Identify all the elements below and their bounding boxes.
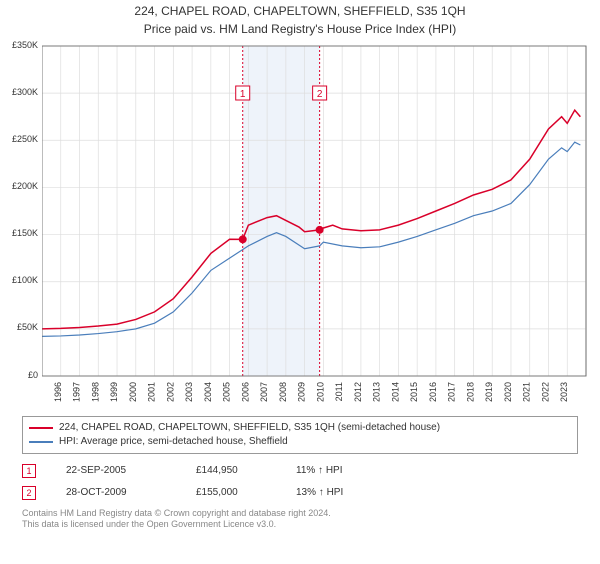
y-tick-label: £50K <box>0 322 38 332</box>
x-tick-label: 2000 <box>128 382 138 402</box>
x-tick-label: 2005 <box>222 382 232 402</box>
chart-svg: 1995 1996 1997 1998 1999 2000 2001 2002 2003 2004… <box>42 40 588 410</box>
sale-marker: 1 <box>22 464 36 478</box>
y-tick-label: £350K <box>0 40 38 50</box>
x-tick-label: 2020 <box>503 382 513 402</box>
y-tick-label: £0 <box>0 370 38 380</box>
x-tick-label: 2004 <box>203 382 213 402</box>
sale-date: 22-SEP-2005 <box>66 465 166 476</box>
y-tick-label: £200K <box>0 181 38 191</box>
sale-pct: 13% ↑ HPI <box>296 487 386 498</box>
x-tick-label: 2002 <box>165 382 175 402</box>
x-tick-label: 2019 <box>484 382 494 402</box>
legend-swatch <box>29 441 53 443</box>
chart-plot-area: 1995 1996 1997 1998 1999 2000 2001 2002 2003 2004… <box>42 40 588 410</box>
sales-table: 1 22-SEP-2005 £144,950 11% ↑ HPI 2 28-OCT-200… <box>22 460 578 504</box>
legend: 224, CHAPEL ROAD, CHAPELTOWN, SHEFFIELD,… <box>22 416 578 454</box>
x-tick-label: 2023 <box>559 382 569 402</box>
sale-pct: 11% ↑ HPI <box>296 465 386 476</box>
legend-swatch <box>29 427 53 429</box>
legend-item: 224, CHAPEL ROAD, CHAPELTOWN, SHEFFIELD,… <box>29 421 571 435</box>
x-tick-label: 2015 <box>409 382 419 402</box>
x-tick-label: 2016 <box>428 382 438 402</box>
x-tick-label: 2001 <box>147 382 157 402</box>
sale-price: £155,000 <box>196 487 266 498</box>
x-tick-label: 2007 <box>259 382 269 402</box>
chart-container: 224, CHAPEL ROAD, CHAPELTOWN, SHEFFIELD,… <box>0 4 600 564</box>
x-tick-label: 1996 <box>53 382 63 402</box>
x-tick-label: 2013 <box>372 382 382 402</box>
x-tick-label: 2008 <box>278 382 288 402</box>
x-tick-label: 2006 <box>240 382 250 402</box>
x-tick-label: 2017 <box>447 382 457 402</box>
svg-text:2: 2 <box>317 89 323 100</box>
x-tick-label: 2021 <box>522 382 532 402</box>
y-tick-label: £300K <box>0 87 38 97</box>
x-tick-label: 2012 <box>353 382 363 402</box>
sale-row: 2 28-OCT-2009 £155,000 13% ↑ HPI <box>22 482 578 504</box>
x-tick-label: 2010 <box>315 382 325 402</box>
svg-text:1: 1 <box>240 89 246 100</box>
sale-marker: 2 <box>22 486 36 500</box>
sale-price: £144,950 <box>196 465 266 476</box>
chart-title: 224, CHAPEL ROAD, CHAPELTOWN, SHEFFIELD,… <box>0 4 600 20</box>
x-tick-label: 1999 <box>109 382 119 402</box>
x-tick-label: 2011 <box>334 382 344 401</box>
footer-line2: This data is licensed under the Open Gov… <box>22 519 578 531</box>
x-tick-label: 2003 <box>184 382 194 402</box>
x-tick-label: 2009 <box>297 382 307 402</box>
chart-subtitle: Price paid vs. HM Land Registry's House … <box>0 22 600 36</box>
legend-label: HPI: Average price, semi-detached house,… <box>59 436 288 447</box>
legend-item: HPI: Average price, semi-detached house,… <box>29 435 571 449</box>
footer-attribution: Contains HM Land Registry data © Crown c… <box>22 508 578 531</box>
x-tick-label: 2014 <box>390 382 400 402</box>
x-tick-label: 1995 <box>42 382 44 402</box>
x-tick-label: 2018 <box>465 382 475 402</box>
x-tick-label: 1998 <box>90 382 100 402</box>
legend-label: 224, CHAPEL ROAD, CHAPELTOWN, SHEFFIELD,… <box>59 422 440 433</box>
x-tick-label: 2022 <box>540 382 550 402</box>
sale-date: 28-OCT-2009 <box>66 487 166 498</box>
y-tick-label: £150K <box>0 228 38 238</box>
y-tick-label: £250K <box>0 134 38 144</box>
x-tick-label: 1997 <box>72 382 82 402</box>
footer-line1: Contains HM Land Registry data © Crown c… <box>22 508 578 520</box>
y-tick-label: £100K <box>0 275 38 285</box>
sale-row: 1 22-SEP-2005 £144,950 11% ↑ HPI <box>22 460 578 482</box>
